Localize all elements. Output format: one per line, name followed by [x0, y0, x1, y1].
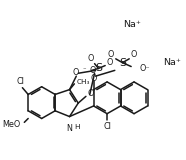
Text: H: H: [74, 124, 80, 130]
Text: O: O: [107, 58, 113, 67]
Text: O: O: [88, 89, 94, 98]
Text: O: O: [90, 66, 96, 75]
Text: N: N: [67, 124, 73, 133]
Text: Na⁺: Na⁺: [123, 20, 141, 29]
Text: MeO: MeO: [2, 120, 20, 129]
Text: O: O: [88, 54, 94, 63]
Text: Cl: Cl: [17, 77, 24, 86]
Text: ⁻: ⁻: [82, 67, 86, 73]
Text: CH₃: CH₃: [76, 79, 90, 85]
Text: Cl: Cl: [103, 122, 111, 131]
Text: Na⁺: Na⁺: [163, 58, 181, 67]
Text: O⁻: O⁻: [140, 64, 150, 73]
Text: S: S: [119, 58, 126, 68]
Text: O: O: [108, 50, 114, 60]
Text: S: S: [95, 64, 102, 73]
Text: O: O: [72, 68, 78, 77]
Text: O: O: [131, 50, 137, 60]
Text: O: O: [90, 74, 97, 83]
